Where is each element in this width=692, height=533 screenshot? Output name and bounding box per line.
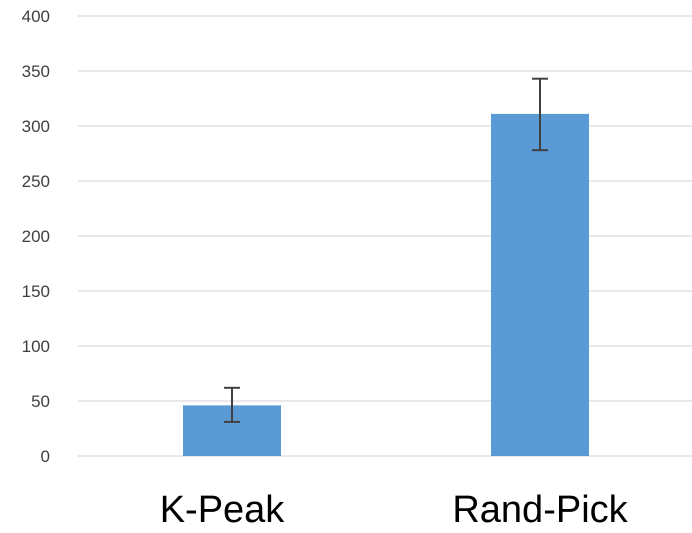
y-tick-label: 400 [22,7,50,26]
bars [183,113,589,457]
y-tick-label: 50 [31,392,50,411]
y-tick-label: 150 [22,282,50,301]
y-tick-label: 300 [22,117,50,136]
grid-lines [78,15,692,457]
x-axis-tick-labels: K-Peak Rand-Pick [160,489,629,531]
error-bars [224,77,548,423]
x-tick-label: K-Peak [160,489,286,531]
y-axis-tick-labels: 0 50 100 150 200 250 300 350 400 [22,7,50,466]
y-tick-label: 200 [22,227,50,246]
y-tick-label: 350 [22,62,50,81]
x-tick-label: Rand-Pick [452,489,628,531]
y-tick-label: 250 [22,172,50,191]
y-tick-label: 0 [41,447,50,466]
y-tick-label: 100 [22,337,50,356]
bar-rand-pick [491,113,589,457]
